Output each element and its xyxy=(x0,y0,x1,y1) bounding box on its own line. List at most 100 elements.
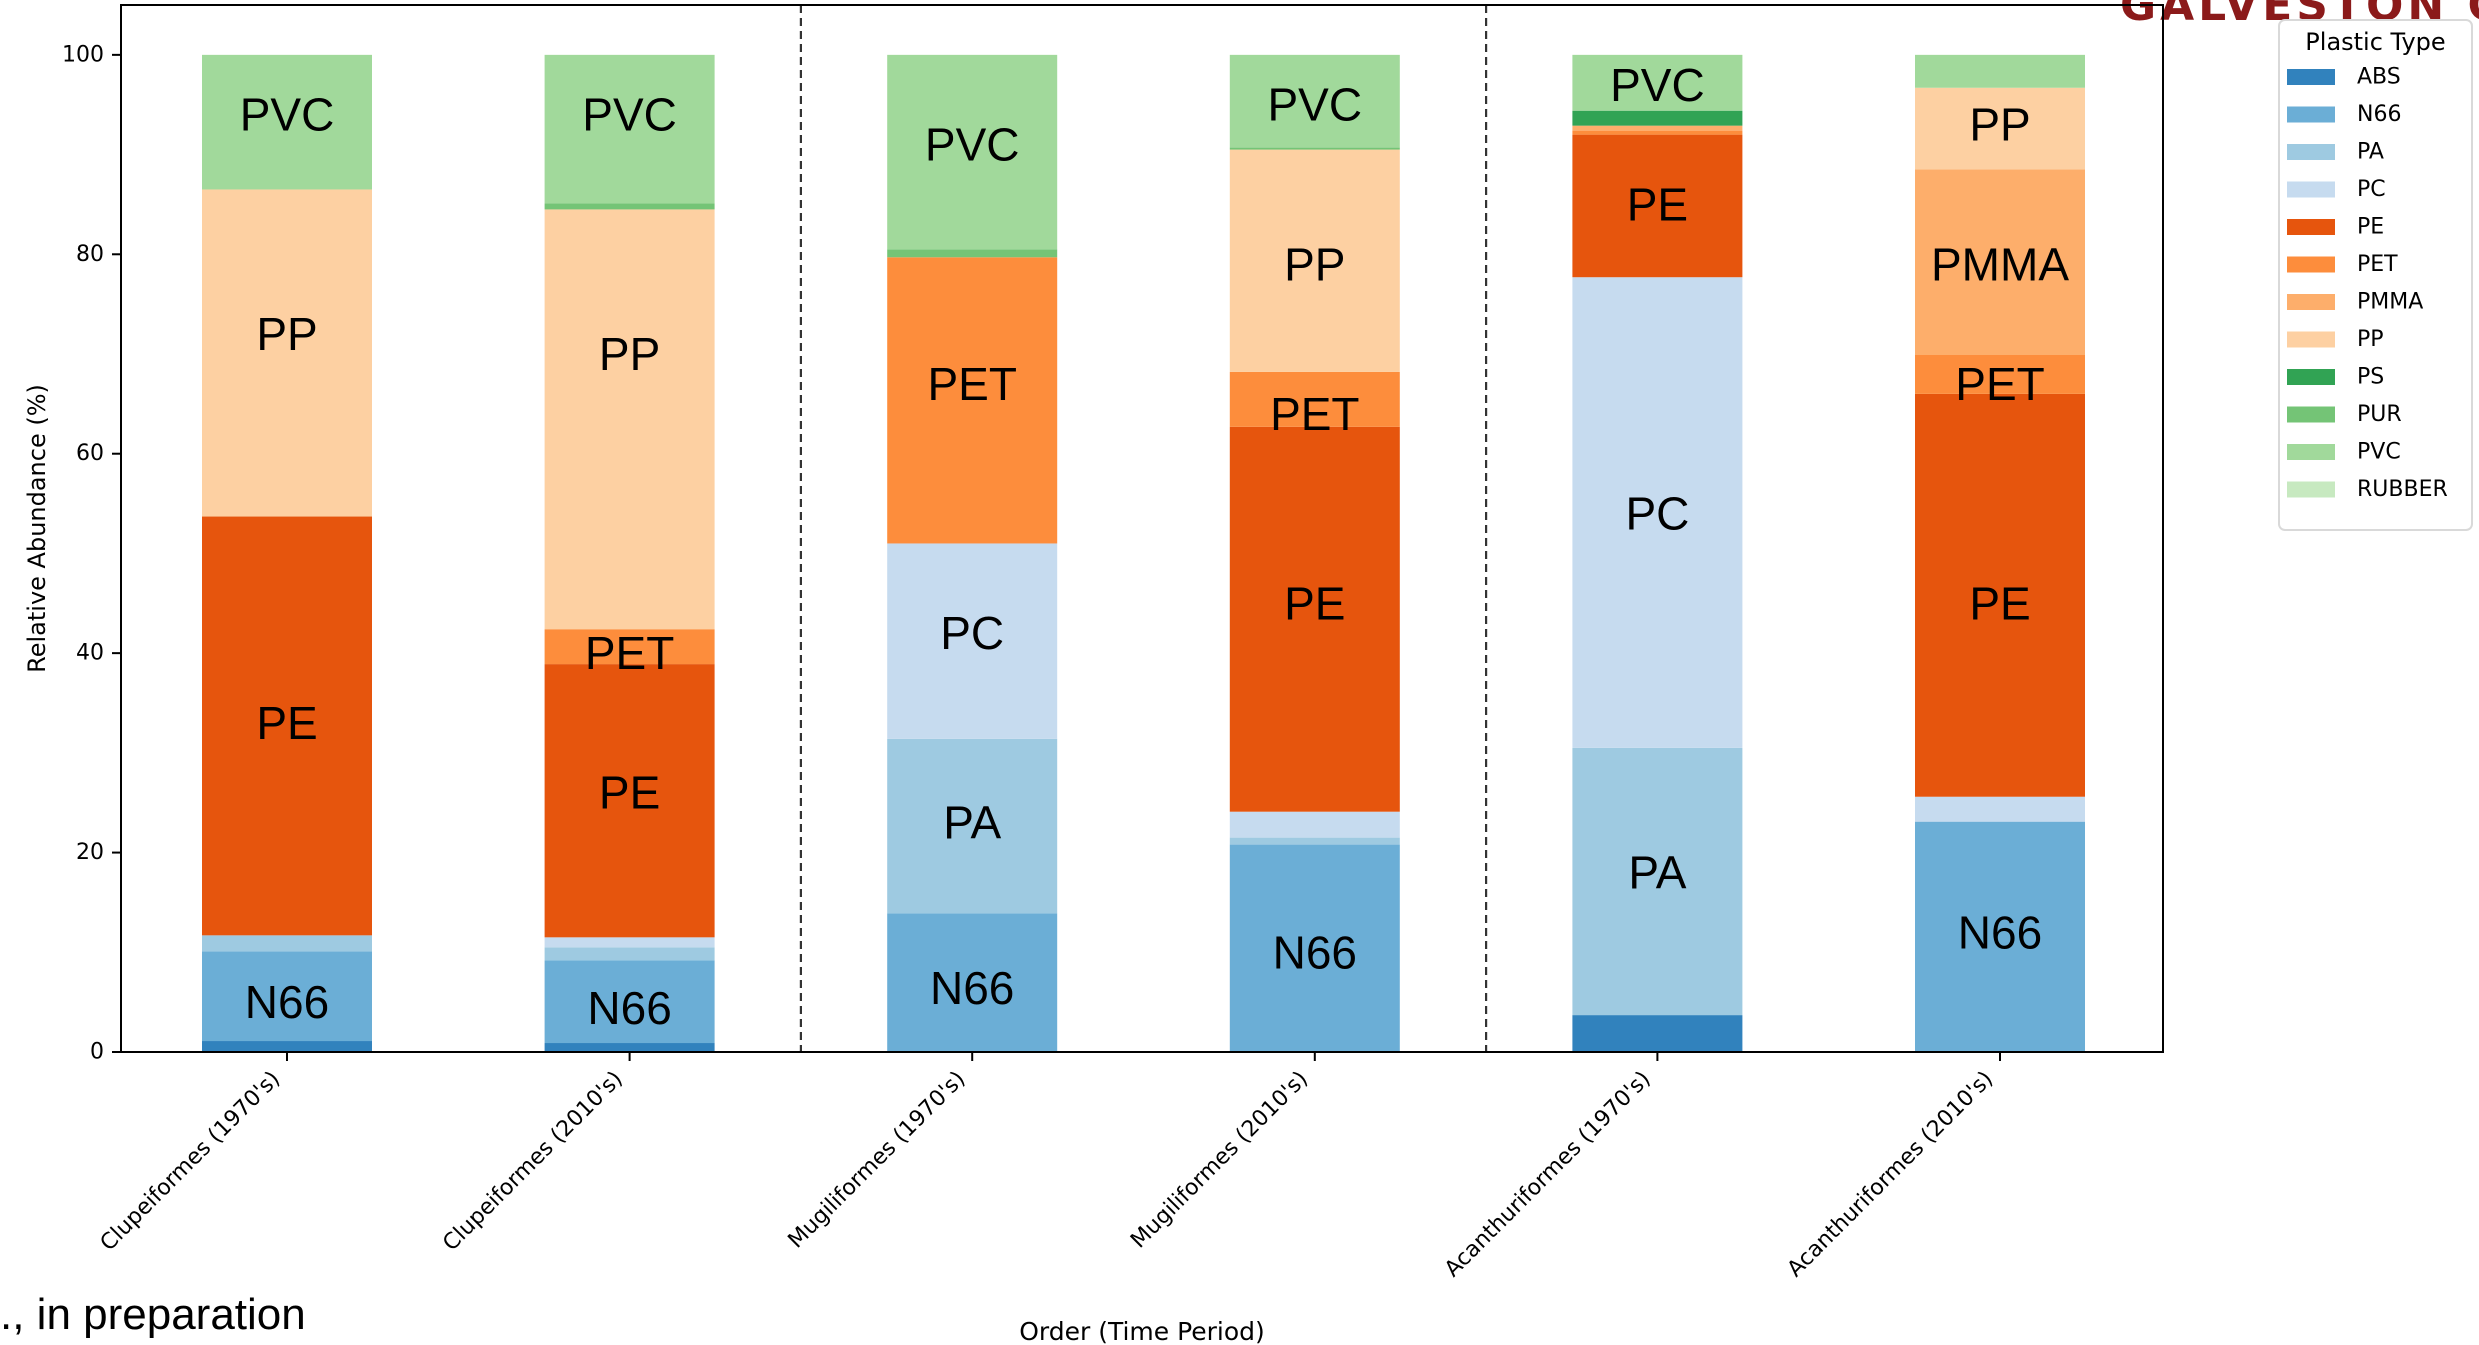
legend-item-label: RUBBER xyxy=(2357,477,2448,502)
segment-label: N66 xyxy=(245,976,329,1028)
bar-segment-pvc xyxy=(544,54,715,204)
x-tick-label: Mugiliformes (1970's) xyxy=(784,1067,971,1254)
segment-label: PET xyxy=(1955,358,2044,410)
bar-segment-pp xyxy=(1915,87,2085,170)
bar-segment-pc xyxy=(887,543,1058,739)
bar-segment-pa xyxy=(887,738,1058,914)
legend-swatch xyxy=(2287,481,2335,498)
bar-segment-ps xyxy=(1572,110,1743,126)
plot-frame xyxy=(120,4,2164,1053)
bar-segment-pp xyxy=(544,209,715,630)
legend-item-label: PP xyxy=(2357,327,2384,352)
bar-segment-pe xyxy=(202,516,372,936)
footnote: ., in preparation xyxy=(0,1290,306,1339)
x-tick-label: Acanthuriformes (1970's) xyxy=(1440,1067,1656,1283)
bar-segment-pe xyxy=(1572,134,1743,278)
bar-segment-pur xyxy=(1229,147,1400,150)
y-tick-label: 80 xyxy=(76,242,104,267)
segment-label: N66 xyxy=(1958,906,2042,958)
segment-label: PP xyxy=(256,308,317,360)
bar-segment-n66 xyxy=(544,960,715,1044)
y-axis-label: Relative Abundance (%) xyxy=(23,384,51,673)
bar-segment-n66 xyxy=(202,951,372,1042)
segment-label: PE xyxy=(1969,577,2030,629)
segment-label: PE xyxy=(1627,178,1688,230)
segment-label: PET xyxy=(585,627,674,679)
segment-label: PET xyxy=(1270,388,1359,440)
group-dividers xyxy=(799,5,1488,1052)
legend-item-label: PE xyxy=(2357,215,2384,240)
y-tick-label: 40 xyxy=(76,641,104,666)
bar-segment-pa xyxy=(544,947,715,961)
legend-swatch xyxy=(2287,219,2335,235)
segment-label: PP xyxy=(599,328,660,380)
segment-label: PVC xyxy=(925,119,1020,171)
legend-item-label: PMMA xyxy=(2357,290,2423,315)
bar-segment-pc xyxy=(1915,796,2085,822)
bar-segment-pa xyxy=(1572,747,1743,1016)
segment-label: PVC xyxy=(1268,79,1363,131)
bar-segment-n66 xyxy=(1915,821,2085,1052)
bar-segment-pc xyxy=(1229,811,1400,838)
legend-item-label: N66 xyxy=(2357,102,2401,127)
bar-segment-abs xyxy=(1572,1015,1743,1052)
y-tick-label: 100 xyxy=(62,42,104,67)
bar-segment-pvc xyxy=(1229,54,1400,148)
bar-segment-pur xyxy=(544,203,715,210)
bar-segment-pp xyxy=(1229,149,1400,372)
bar-segment-pa xyxy=(202,935,372,952)
legend-swatch xyxy=(2287,69,2335,85)
bar-segment-pe xyxy=(1229,426,1400,812)
x-axis: Clupeiformes (1970's) Clupeiformes (2010'… xyxy=(96,1052,2001,1283)
legend-swatch xyxy=(2287,144,2335,160)
segment-label: PVC xyxy=(582,89,677,141)
legend-item-label: PA xyxy=(2357,140,2384,165)
bar-segment-pur xyxy=(887,249,1058,258)
bar-segment-pet xyxy=(887,257,1058,544)
legend-item-label: PET xyxy=(2357,252,2398,277)
x-tick-label: Clupeiformes (1970's) xyxy=(96,1067,285,1256)
bar-segment-pet xyxy=(544,629,715,665)
segment-label: PA xyxy=(943,797,1001,849)
bars-layer xyxy=(202,54,2085,1052)
bar-segment-pvc xyxy=(1572,54,1743,111)
segment-label: PC xyxy=(940,607,1004,659)
segment-label: PET xyxy=(927,358,1016,410)
segment-label: PVC xyxy=(240,89,335,141)
bar-segment-pc xyxy=(544,937,715,948)
legend-title: Plastic Type xyxy=(2305,28,2445,56)
legend-swatch xyxy=(2287,444,2335,460)
legend-item-label: PC xyxy=(2357,177,2386,202)
bar-segment-pe xyxy=(1915,393,2085,797)
legend-item-label: PVC xyxy=(2357,440,2401,465)
bar-segment-pc xyxy=(1572,277,1743,748)
legend-swatch xyxy=(2287,294,2335,310)
x-tick-label: Clupeiformes (2010's) xyxy=(438,1067,627,1256)
x-axis-label: Order (Time Period) xyxy=(1019,1317,1265,1345)
legend-swatch xyxy=(2287,331,2335,348)
legend-swatch xyxy=(2287,256,2335,273)
segment-label: PE xyxy=(599,767,660,819)
legend-item-label: ABS xyxy=(2357,65,2401,90)
x-tick-label: Mugiliformes (2010's) xyxy=(1126,1067,1313,1254)
segment-label: PP xyxy=(1284,238,1345,290)
segment-label: PMMA xyxy=(1931,238,2069,290)
y-tick-label: 0 xyxy=(90,1040,104,1065)
bar-segment-abs xyxy=(202,1041,372,1052)
segment-label: PP xyxy=(1969,99,2030,151)
y-axis: 0 20 40 60 80 100 xyxy=(62,42,121,1065)
bar-segment-pe xyxy=(544,664,715,938)
bar-segment-pp xyxy=(202,189,372,517)
bar-segment-pmma xyxy=(1915,169,2085,355)
bar-segment-pvc xyxy=(1915,54,2085,88)
segment-label: PVC xyxy=(1610,59,1705,111)
bar-segment-n66 xyxy=(1229,844,1400,1052)
legend-swatch xyxy=(2287,406,2335,423)
bar-segment-abs xyxy=(544,1043,715,1052)
bar-segment-pa xyxy=(1229,837,1400,845)
y-tick-label: 20 xyxy=(76,840,104,865)
bar-segment-pet xyxy=(1229,371,1400,427)
legend-item-label: PUR xyxy=(2357,402,2402,427)
segment-label: PE xyxy=(1284,577,1345,629)
